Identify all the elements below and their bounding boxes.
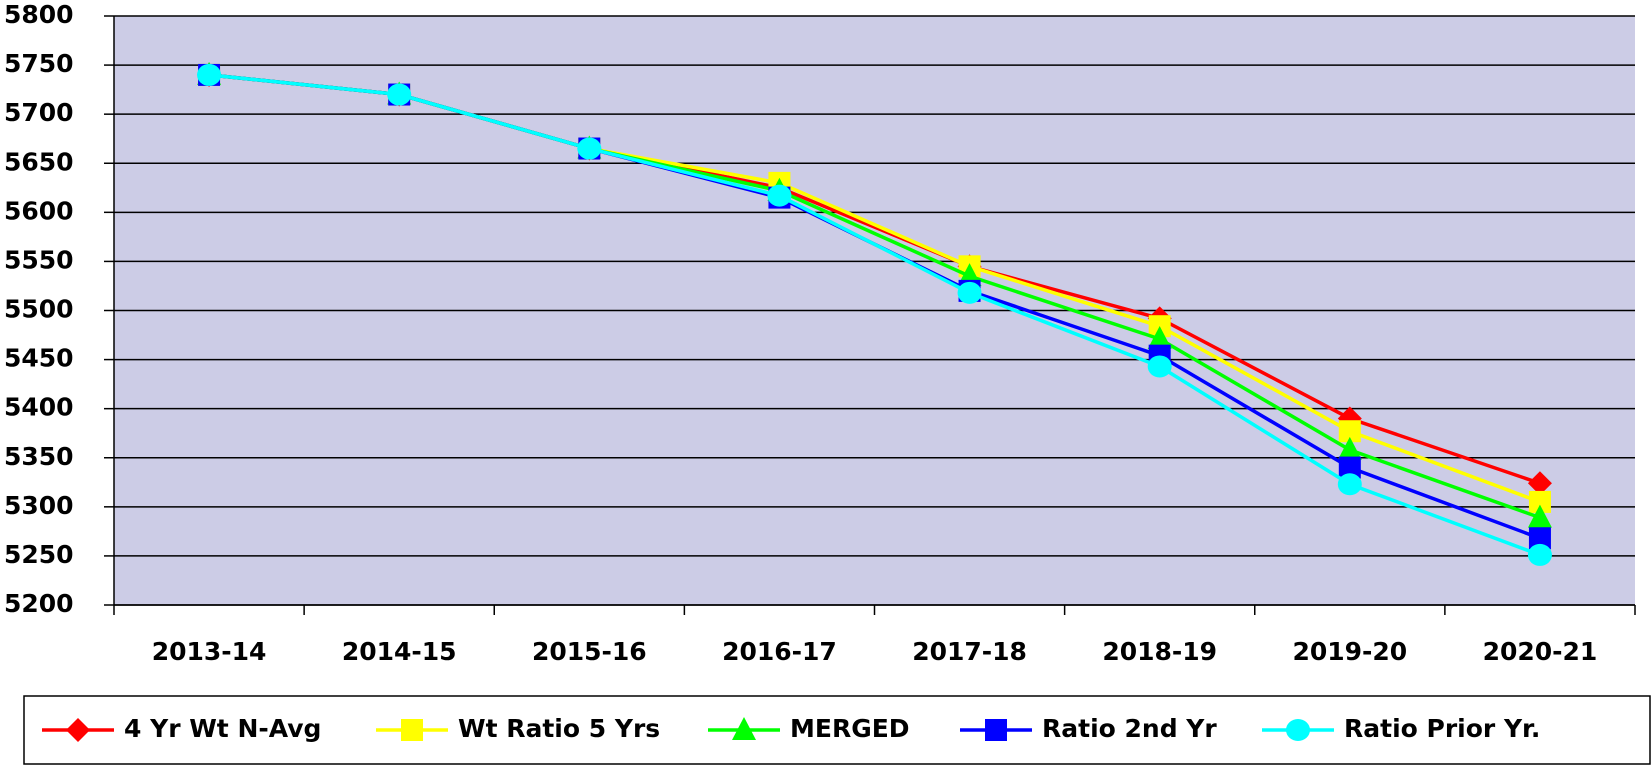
data-point bbox=[1528, 490, 1551, 513]
x-tick-label: 2019-20 bbox=[1292, 637, 1407, 666]
data-point bbox=[1147, 325, 1172, 349]
data-point bbox=[1338, 456, 1361, 479]
legend-marker bbox=[732, 717, 756, 740]
y-tick-label: 5450 bbox=[4, 344, 74, 373]
data-point bbox=[1338, 420, 1361, 443]
legend-marker bbox=[401, 719, 423, 741]
legend-label: Ratio 2nd Yr bbox=[1042, 714, 1217, 743]
y-tick-label: 5800 bbox=[4, 0, 74, 29]
y-tick-label: 5400 bbox=[4, 393, 74, 422]
data-point bbox=[1527, 543, 1552, 566]
x-tick-label: 2017-18 bbox=[912, 637, 1027, 666]
legend-marker bbox=[66, 718, 90, 742]
legend-label: Wt Ratio 5 Yrs bbox=[458, 714, 660, 743]
y-tick-label: 5750 bbox=[4, 49, 74, 78]
legend-marker bbox=[985, 719, 1007, 741]
data-point bbox=[1337, 436, 1362, 460]
y-tick-label: 5350 bbox=[4, 442, 74, 471]
y-tick-label: 5650 bbox=[4, 147, 74, 176]
y-tick-label: 5300 bbox=[4, 491, 74, 520]
y-tick-label: 5550 bbox=[4, 245, 74, 274]
x-tick-label: 2020-21 bbox=[1483, 637, 1598, 666]
data-point bbox=[957, 281, 982, 304]
data-point bbox=[1528, 527, 1551, 550]
data-point bbox=[577, 137, 602, 160]
data-point bbox=[1337, 473, 1362, 496]
legend-marker bbox=[1286, 719, 1310, 741]
legend-label: Ratio Prior Yr. bbox=[1344, 714, 1540, 743]
data-point bbox=[387, 83, 412, 106]
x-tick-label: 2018-19 bbox=[1102, 637, 1217, 666]
y-tick-label: 5500 bbox=[4, 295, 74, 324]
series-line bbox=[208, 73, 1541, 557]
legend-label: 4 Yr Wt N-Avg bbox=[124, 714, 321, 743]
data-point bbox=[1527, 471, 1552, 496]
data-point bbox=[1527, 504, 1552, 528]
y-tick-label: 5200 bbox=[4, 589, 74, 618]
x-tick-label: 2016-17 bbox=[722, 637, 837, 666]
legend-label: MERGED bbox=[790, 714, 910, 743]
x-tick-label: 2014-15 bbox=[342, 637, 457, 666]
data-point bbox=[197, 63, 222, 86]
y-tick-label: 5600 bbox=[4, 196, 74, 225]
x-tick-label: 2013-14 bbox=[152, 637, 267, 666]
data-point bbox=[1147, 355, 1172, 378]
y-tick-label: 5700 bbox=[4, 98, 74, 127]
x-tick-label: 2015-16 bbox=[532, 637, 647, 666]
data-point bbox=[767, 184, 792, 207]
y-tick-label: 5250 bbox=[4, 540, 74, 569]
legend-box bbox=[23, 695, 1651, 765]
